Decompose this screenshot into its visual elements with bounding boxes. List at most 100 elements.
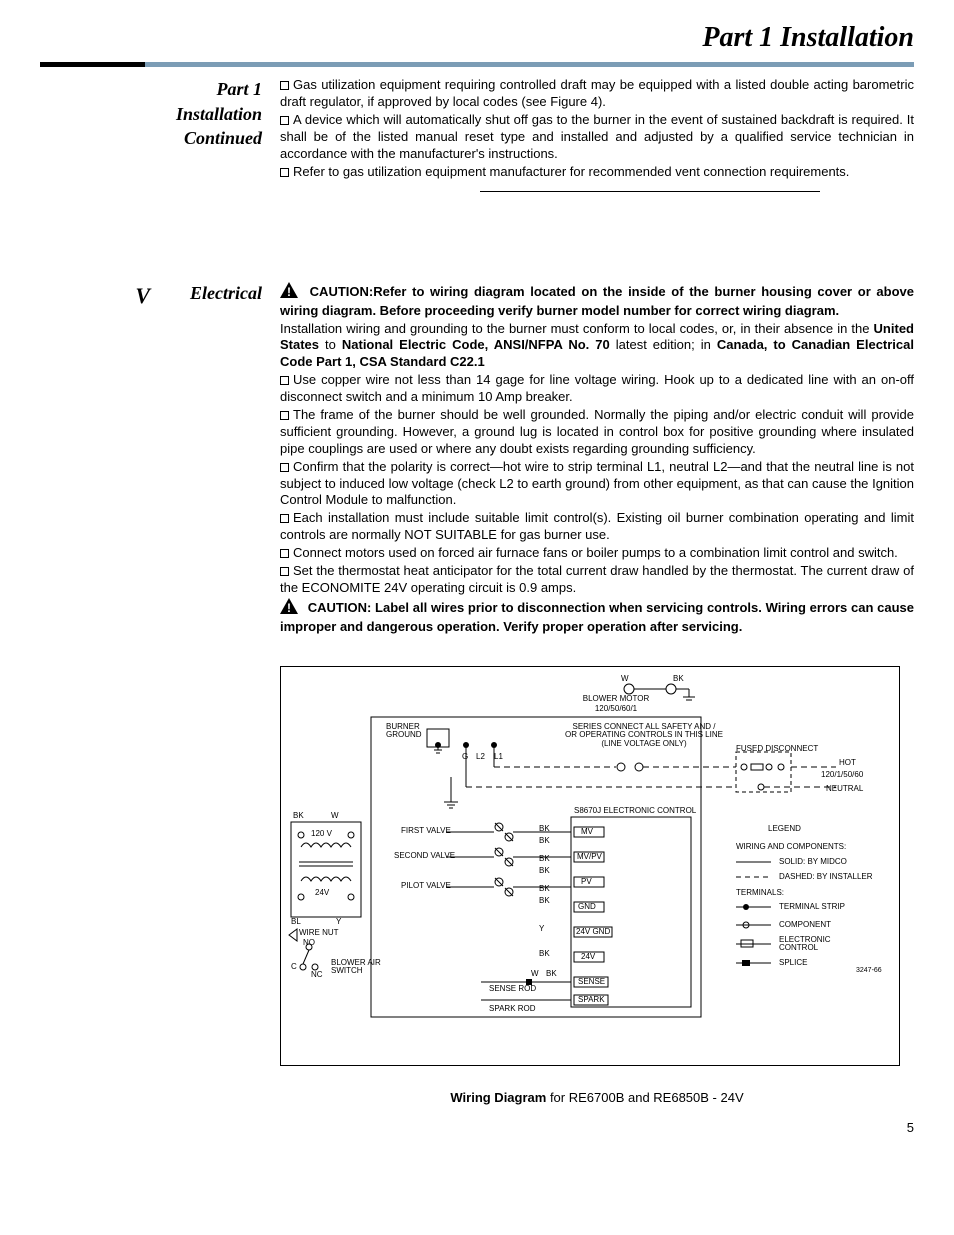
d-blower-motor: BLOWER MOTOR xyxy=(576,695,656,704)
d-hot: HOT xyxy=(839,759,856,768)
section-cont-l2: Installation xyxy=(176,104,262,124)
d-bk3: BK xyxy=(539,837,550,846)
checkbox-icon xyxy=(280,411,289,420)
header-rule xyxy=(40,62,914,67)
v-item-1-text: The frame of the burner should be well g… xyxy=(280,407,914,456)
caution-1: ! CAUTION:Refer to wiring diagram locate… xyxy=(280,282,914,320)
d-bk6: BK xyxy=(539,885,550,894)
checkbox-icon xyxy=(280,376,289,385)
warning-icon: ! xyxy=(280,598,298,619)
d-terminal-strip: TERMINAL STRIP xyxy=(779,903,845,912)
d-bk5: BK xyxy=(539,867,550,876)
d-y2: Y xyxy=(336,918,341,927)
d-w1: W xyxy=(621,675,629,684)
d-sense-rod: SENSE ROD xyxy=(489,985,536,994)
v-item-0-text: Use copper wire not less than 14 gage fo… xyxy=(280,372,914,404)
diagram-caption-rest: for RE6700B and RE6850B - 24V xyxy=(546,1090,743,1105)
v-item-2-text: Confirm that the polarity is correct—hot… xyxy=(280,459,914,508)
d-bk4: BK xyxy=(539,855,550,864)
intro-para: Installation wiring and grounding to the… xyxy=(280,321,914,372)
cont-item-2: Refer to gas utilization equipment manuf… xyxy=(280,164,914,181)
cont-item-0: Gas utilization equipment requiring cont… xyxy=(280,77,914,111)
d-l2: L2 xyxy=(476,753,485,762)
d-solid: SOLID: BY MIDCO xyxy=(779,858,847,867)
v-item-4-text: Connect motors used on forced air furnac… xyxy=(293,545,898,560)
section-continued-label: Part 1 Installation Continued xyxy=(40,77,262,150)
section-cont-l3: Continued xyxy=(184,128,262,148)
d-nc: NC xyxy=(311,971,323,980)
diagram-caption-bold: Wiring Diagram xyxy=(450,1090,546,1105)
d-120v: 120 V xyxy=(311,830,332,839)
d-partnum: 3247-66 xyxy=(856,967,882,975)
v-item-2: Confirm that the polarity is correct—hot… xyxy=(280,459,914,510)
d-c: C xyxy=(291,963,297,972)
d-blower-spec: 120/50/60/1 xyxy=(581,705,651,714)
d-l1: L1 xyxy=(494,753,503,762)
d-gnd: GND xyxy=(578,903,596,912)
section-v-label: Electrical xyxy=(190,282,262,311)
d-bk8: BK xyxy=(539,950,550,959)
d-bk10: BK xyxy=(293,812,304,821)
d-y1: Y xyxy=(539,925,544,934)
intro-mid: to xyxy=(319,337,342,352)
d-g: G xyxy=(462,753,468,762)
v-item-3: Each installation must include suitable … xyxy=(280,510,914,544)
d-mvpv: MV/PV xyxy=(577,853,602,862)
caution2-lead: CAUTION: xyxy=(308,600,372,615)
d-pv: PV xyxy=(581,878,592,887)
caution1-text: Refer to wiring diagram located on the i… xyxy=(280,284,914,318)
d-neutral: NEUTRAL xyxy=(826,785,863,794)
d-second-valve: SECOND VALVE xyxy=(394,852,455,861)
d-24vgnd: 24V GND xyxy=(576,928,610,937)
checkbox-icon xyxy=(280,549,289,558)
cont-item-1: A device which will automatically shut o… xyxy=(280,112,914,163)
d-spark: SPARK xyxy=(578,996,605,1005)
section-cont-l1: Part 1 xyxy=(216,79,262,99)
cont-item-0-text: Gas utilization equipment requiring cont… xyxy=(280,77,914,109)
checkbox-icon xyxy=(280,567,289,576)
d-ec-title: S8670J ELECTRONIC CONTROL xyxy=(574,807,696,816)
caution2-text: Label all wires prior to disconnection w… xyxy=(280,600,914,634)
d-spark-rod: SPARK ROD xyxy=(489,1005,536,1014)
d-dashed: DASHED: BY INSTALLER xyxy=(779,873,873,882)
caution1-lead: CAUTION: xyxy=(310,284,374,299)
d-mv: MV xyxy=(581,828,593,837)
d-series: SERIES CONNECT ALL SAFETY AND / OR OPERA… xyxy=(564,723,724,749)
d-pilot-valve: PILOT VALVE xyxy=(401,882,451,891)
checkbox-icon xyxy=(280,514,289,523)
d-bk2: BK xyxy=(539,825,550,834)
warning-icon: ! xyxy=(280,282,298,303)
d-bk9: BK xyxy=(546,970,557,979)
d-legend: LEGEND xyxy=(768,825,801,834)
cont-item-1-text: A device which will automatically shut o… xyxy=(280,112,914,161)
d-power: 120/1/50/60 xyxy=(821,771,863,780)
v-item-0: Use copper wire not less than 14 gage fo… xyxy=(280,372,914,406)
page-number: 5 xyxy=(40,1120,914,1137)
checkbox-icon xyxy=(280,81,289,90)
d-wirenut: WIRE NUT xyxy=(299,929,339,938)
d-bk1: BK xyxy=(673,675,684,684)
cont-item-2-text: Refer to gas utilization equipment manuf… xyxy=(293,164,849,179)
v-item-1: The frame of the burner should be well g… xyxy=(280,407,914,458)
checkbox-icon xyxy=(280,463,289,472)
d-no: NO xyxy=(303,939,315,948)
d-w3: W xyxy=(331,812,339,821)
d-splice: SPLICE xyxy=(779,959,807,968)
intro-b2: National Electric Code, ANSI/NFPA No. 70 xyxy=(342,337,610,352)
d-first-valve: FIRST VALVE xyxy=(401,827,451,836)
v-item-5: Set the thermostat heat anticipator for … xyxy=(280,563,914,597)
intro-1: Installation wiring and grounding to the… xyxy=(280,321,874,336)
d-elec-control: ELECTRONIC CONTROL xyxy=(779,936,831,954)
d-blower-air: BLOWER AIR SWITCH xyxy=(331,959,381,977)
d-bk7: BK xyxy=(539,897,550,906)
checkbox-icon xyxy=(280,168,289,177)
d-24v: 24V xyxy=(581,953,595,962)
caution-2: ! CAUTION: Label all wires prior to disc… xyxy=(280,598,914,636)
d-sense: SENSE xyxy=(578,978,605,987)
section-divider xyxy=(480,191,820,192)
d-fused: FUSED DISCONNECT xyxy=(736,745,818,754)
page-header-title: Part 1 Installation xyxy=(40,20,914,56)
d-burner-ground: BURNER GROUND xyxy=(386,723,422,741)
checkbox-icon xyxy=(280,116,289,125)
v-item-5-text: Set the thermostat heat anticipator for … xyxy=(280,563,914,595)
